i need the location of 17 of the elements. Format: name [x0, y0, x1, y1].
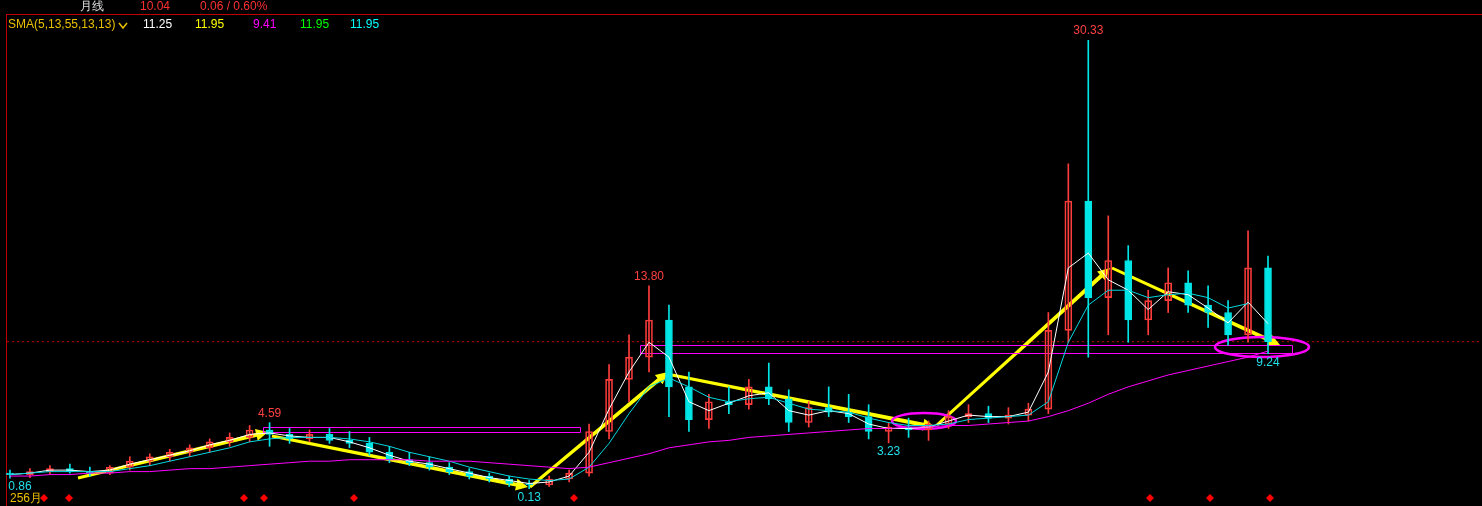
- annotation: 4.59: [257, 406, 282, 420]
- text: 10.04: [140, 0, 171, 13]
- annotation: 13.80: [633, 269, 665, 284]
- text: 0.06 / 0.60%: [200, 0, 268, 13]
- text: 11.95: [300, 17, 330, 31]
- annotation: 3.23: [876, 444, 901, 459]
- annotation: 30.33: [1073, 23, 1104, 38]
- annotation: 9.24: [1256, 354, 1281, 369]
- text: 256月: [10, 491, 43, 505]
- text: 9.41: [253, 17, 277, 31]
- text: 11.25: [143, 17, 173, 31]
- text: SMA(5,13,55,13,13): [8, 17, 116, 31]
- annotation: 0.13: [517, 490, 542, 505]
- annotation: 0.86: [8, 479, 32, 494]
- text: 11.95: [195, 17, 225, 31]
- text: 11.95: [350, 17, 380, 31]
- text: 月线: [80, 0, 104, 13]
